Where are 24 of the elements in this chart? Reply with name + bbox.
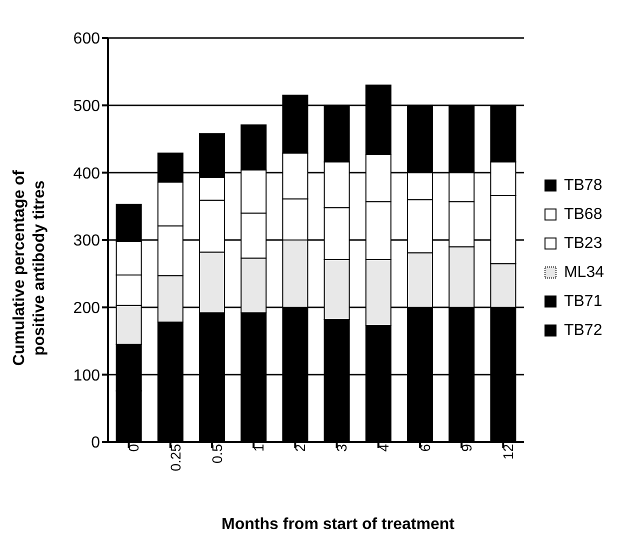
- x-tick-label: 1: [250, 444, 267, 452]
- y-tick-label: 600: [73, 30, 100, 48]
- legend-label: TB71: [564, 292, 602, 310]
- x-tick-label: 3: [334, 444, 350, 452]
- x-tick-label: 9: [458, 444, 475, 452]
- x-tick-label: 2: [292, 444, 308, 452]
- legend-label: TB68: [564, 206, 602, 224]
- x-tick-label: 12: [500, 444, 516, 460]
- y-tick-label: 500: [73, 98, 100, 116]
- legend-label: TB78: [564, 176, 602, 194]
- x-tick-label: 6: [416, 444, 433, 452]
- legend-label: TB23: [564, 234, 602, 252]
- x-tick-label: 4: [375, 444, 392, 452]
- y-axis-title: Cumulative percentage of positive antibody titres: [11, 170, 48, 366]
- legend-label: TB72: [564, 322, 602, 340]
- y-tick-label: 400: [73, 165, 100, 182]
- x-axis-title: Months from start of treatment: [220, 516, 456, 534]
- y-tick-label: 200: [73, 300, 100, 318]
- x-tick-label: 0: [126, 444, 142, 452]
- legend-label: ML34: [564, 264, 604, 282]
- y-tick-label: 100: [73, 367, 100, 384]
- y-tick-label: 300: [73, 232, 100, 250]
- x-tick-label: 0.25: [167, 444, 184, 472]
- x-tick-label: 0.5: [208, 444, 225, 464]
